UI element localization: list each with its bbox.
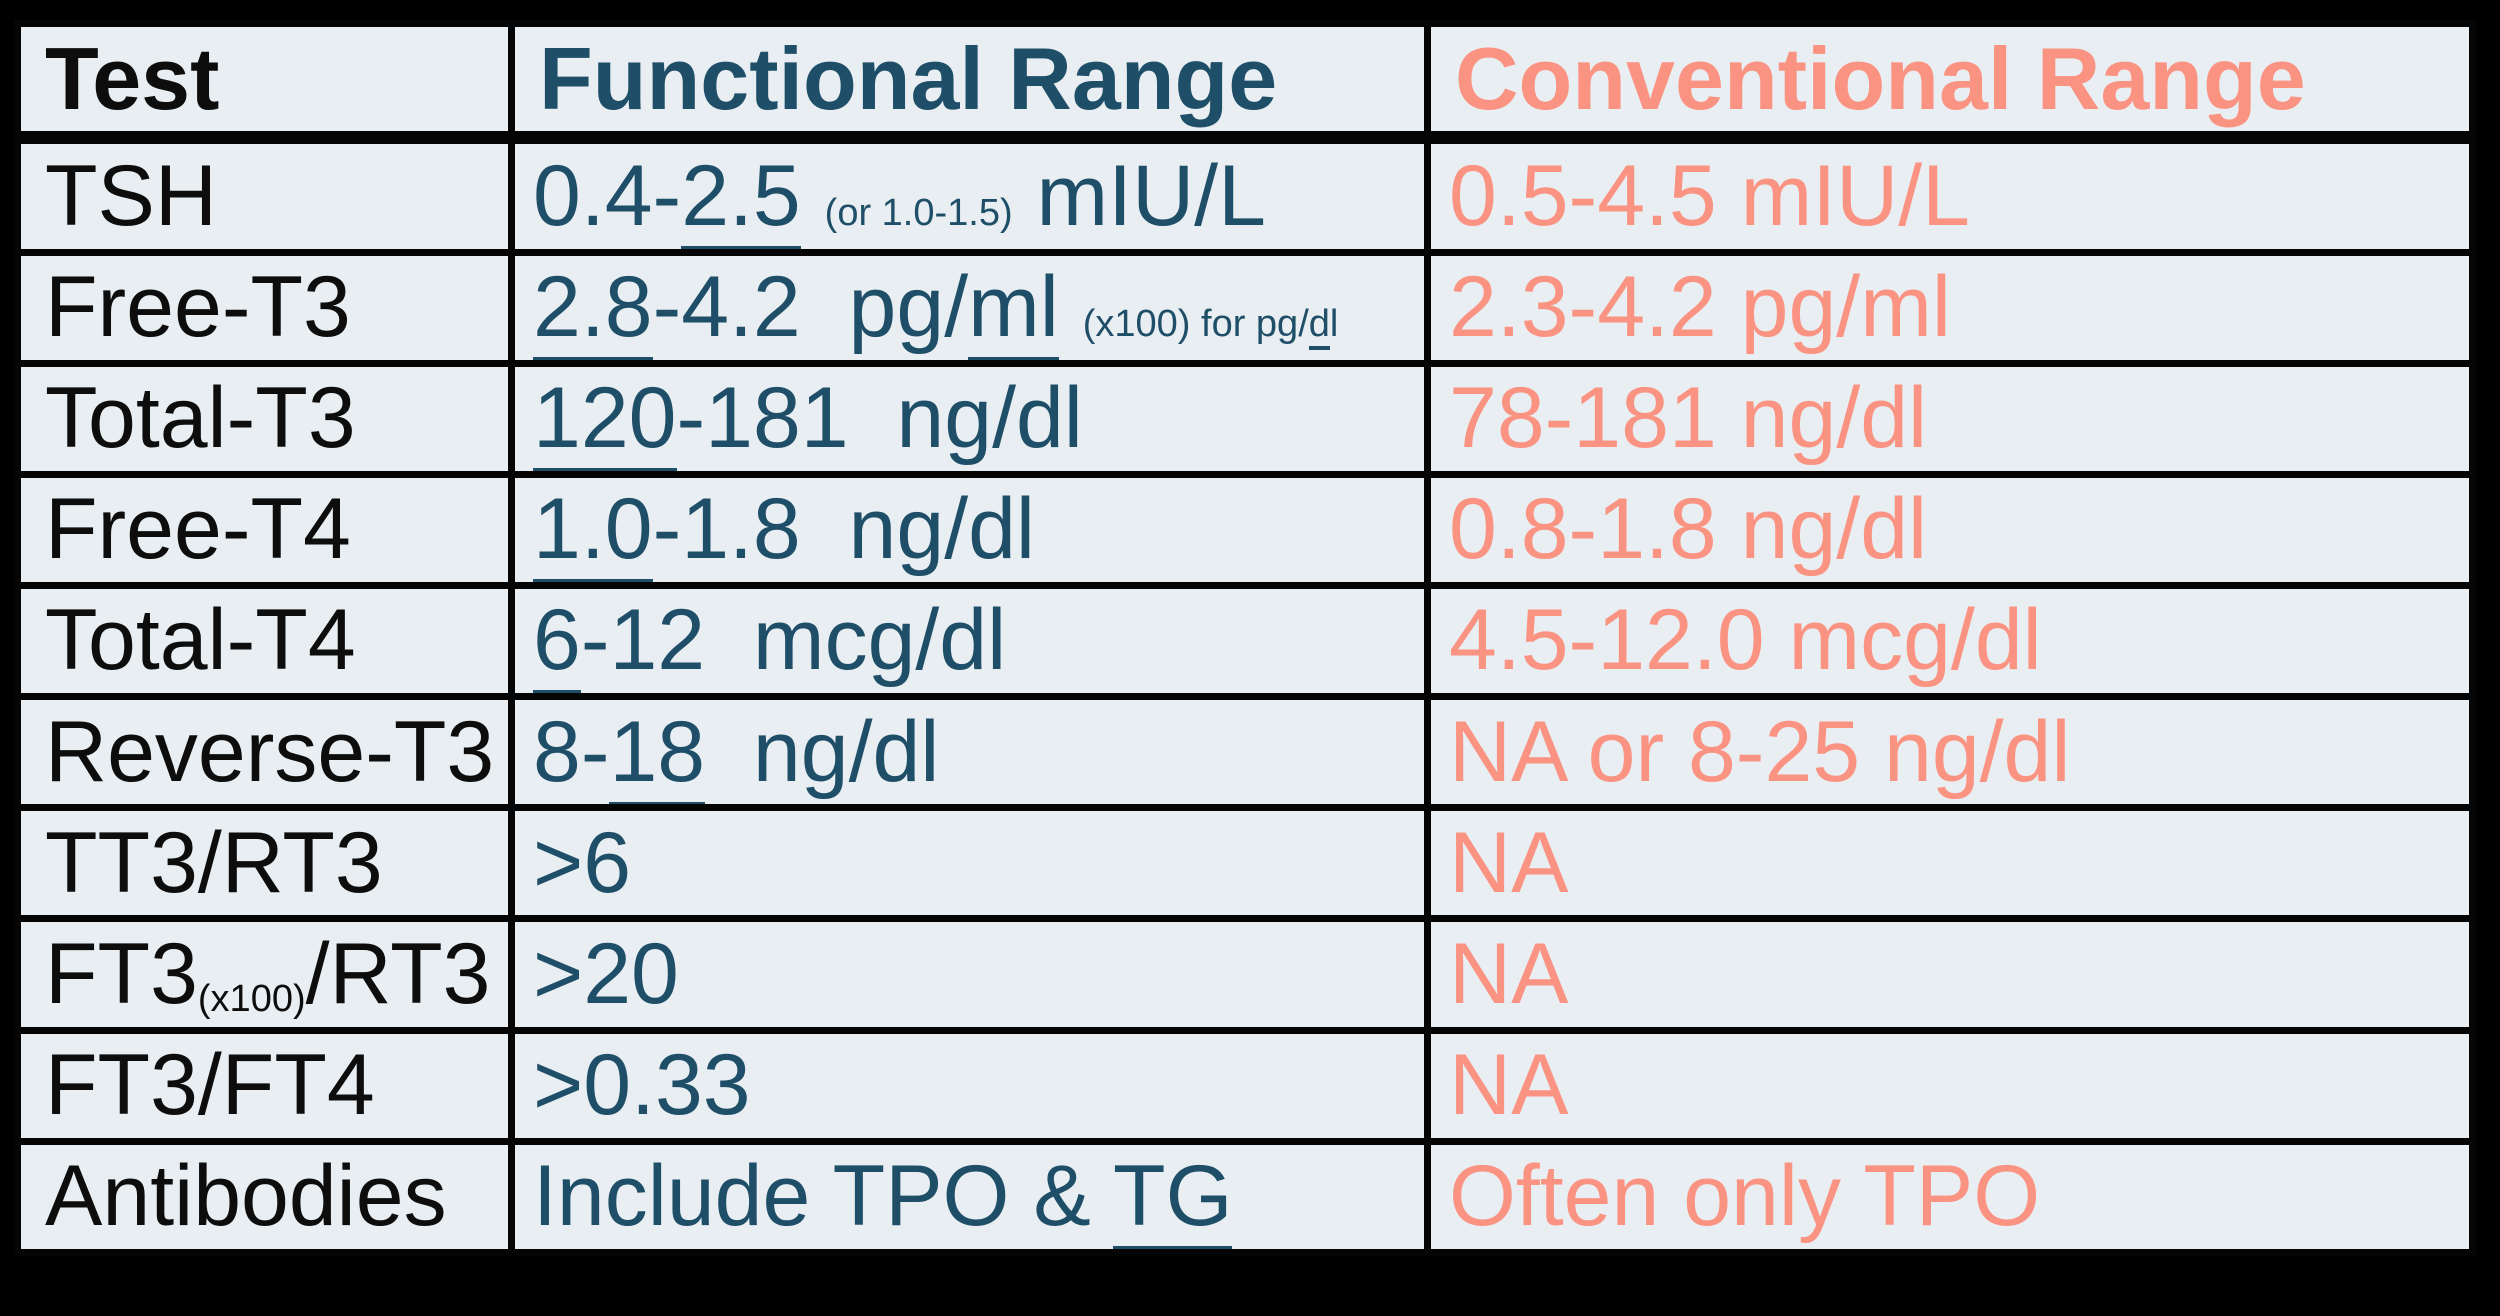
text-segment: FT3/FT4 [45, 1036, 375, 1133]
table-row: TT3/RT3 >6 NA [14, 804, 2476, 923]
text-segment: (x100) for pg/ [1082, 302, 1309, 345]
functional-cell: 6-12 mcg/dl [508, 582, 1431, 701]
text-segment: 0.5-4.5 mIU/L [1449, 147, 1970, 244]
text-segment: 120 [533, 370, 677, 468]
table-row: FT3(x100)/RT3 >20 NA [14, 915, 2476, 1034]
header-row: Test Functional Range Conventional Range [14, 20, 2476, 144]
text-segment: Include TPO & [533, 1148, 1114, 1245]
conventional-cell: NA or 8-25 ng/dl [1424, 693, 2476, 812]
table-row: TSH 0.4-2.5 (or 1.0-1.5) mIU/L 0.5-4.5 mIU… [14, 134, 2476, 256]
text-segment: ml [968, 259, 1059, 357]
table-row: Free-T3 2.8-4.2 pg/ml (x100) for pg/dl 2.3… [14, 248, 2476, 367]
table-row: Free-T4 1.0-1.8 ng/dl 0.8-1.8 ng/dl [14, 470, 2476, 590]
text-segment: 78-181 ng/dl [1449, 370, 1928, 467]
conventional-cell: 0.5-4.5 mIU/L [1424, 134, 2476, 256]
text-segment: >6 [533, 814, 632, 911]
table-row: Total-T4 6-12 mcg/dl 4.5-12.0 mcg/dl [14, 582, 2476, 701]
test-cell: FT3/FT4 [14, 1026, 515, 1145]
text-segment: mIU/L [1012, 147, 1266, 244]
text-segment: Free-T4 [45, 481, 351, 578]
text-segment: TG [1113, 1148, 1233, 1246]
functional-cell: 8-18 ng/dl [508, 693, 1431, 812]
text-segment: 18 [609, 703, 706, 801]
text-segment: (x100) [197, 977, 306, 1020]
functional-cell: >0.33 [508, 1026, 1431, 1145]
test-cell: Reverse-T3 [14, 693, 515, 812]
text-segment: >20 [533, 925, 679, 1022]
text-segment: /RT3 [305, 925, 491, 1022]
text-segment: >0.33 [533, 1036, 751, 1133]
text-segment: NA [1449, 925, 1569, 1022]
test-cell: TSH [14, 134, 515, 256]
conventional-cell: NA [1424, 804, 2476, 923]
col-header-test: Test [14, 20, 515, 144]
test-cell: FT3(x100)/RT3 [14, 915, 515, 1034]
col-header-conventional: Conventional Range [1424, 20, 2476, 144]
conventional-cell: 4.5-12.0 mcg/dl [1424, 582, 2476, 701]
text-segment: 8- [533, 703, 610, 800]
text-segment: NA or 8-25 ng/dl [1449, 703, 2071, 800]
functional-cell: >20 [508, 915, 1431, 1034]
col-header-functional: Functional Range [508, 20, 1431, 144]
text-segment: 4.5-12.0 mcg/dl [1449, 592, 2042, 689]
functional-cell: 120-181 ng/dl [508, 359, 1431, 478]
text-segment: ng/dl [705, 703, 940, 800]
text-segment: -1.8 ng/dl [652, 481, 1036, 578]
text-segment: 2.3-4.2 pg/ml [1449, 258, 1951, 355]
test-cell: Antibodies [14, 1137, 515, 1257]
test-cell: Total-T3 [14, 359, 515, 478]
conventional-cell: 2.3-4.2 pg/ml [1424, 248, 2476, 367]
functional-cell: 1.0-1.8 ng/dl [508, 470, 1431, 590]
text-segment: 2.5 [681, 147, 801, 246]
conventional-cell: 78-181 ng/dl [1424, 359, 2476, 478]
text-segment: TT3/RT3 [45, 814, 383, 911]
conventional-cell: Often only TPO [1424, 1137, 2476, 1257]
test-cell: TT3/RT3 [14, 804, 515, 923]
table-row: Total-T3 120-181 ng/dl 78-181 ng/dl [14, 359, 2476, 478]
conventional-cell: 0.8-1.8 ng/dl [1424, 470, 2476, 590]
text-segment: d [1308, 302, 1330, 350]
text-segment [1059, 259, 1083, 355]
text-segment: -12 mcg/dl [580, 592, 1007, 689]
text-segment: TSH [45, 147, 217, 244]
thyroid-lab-ranges-table: Test Functional Range Conventional Range… [14, 20, 2476, 1257]
text-segment: Reverse-T3 [45, 703, 495, 800]
text-segment: Often only TPO [1449, 1148, 2041, 1245]
functional-cell: >6 [508, 804, 1431, 923]
table-row: Antibodies Include TPO & TG Often only TPO [14, 1137, 2476, 1257]
text-segment: 0.8-1.8 ng/dl [1449, 481, 1928, 578]
table-body: TSH 0.4-2.5 (or 1.0-1.5) mIU/L 0.5-4.5 mIU… [14, 134, 2476, 1257]
text-segment: NA [1449, 814, 1569, 911]
text-segment: l [1329, 302, 1339, 345]
text-segment: -4.2 pg/ [652, 258, 969, 355]
functional-cell: Include TPO & TG [508, 1137, 1431, 1257]
test-cell: Total-T4 [14, 582, 515, 701]
text-segment: Free-T3 [45, 258, 351, 355]
table-row: FT3/FT4 >0.33 NA [14, 1026, 2476, 1145]
text-segment: NA [1449, 1036, 1569, 1133]
functional-cell: 0.4-2.5 (or 1.0-1.5) mIU/L [508, 134, 1431, 256]
text-segment: 1.0 [533, 481, 653, 579]
text-segment: Total-T4 [45, 592, 356, 689]
test-cell: Free-T4 [14, 470, 515, 590]
table-row: Reverse-T3 8-18 ng/dl NA or 8-25 ng/dl [14, 693, 2476, 812]
conventional-cell: NA [1424, 1026, 2476, 1145]
conventional-cell: NA [1424, 915, 2476, 1034]
text-segment: 2.8 [533, 259, 653, 357]
text-segment: Total-T3 [45, 370, 356, 467]
text-segment: Antibodies [45, 1148, 447, 1245]
text-segment: 0.4- [533, 147, 682, 244]
text-segment [801, 148, 825, 244]
test-cell: Free-T3 [14, 248, 515, 367]
functional-cell: 2.8-4.2 pg/ml (x100) for pg/dl [508, 248, 1431, 367]
text-segment: FT3 [45, 925, 198, 1022]
text-segment: -181 ng/dl [676, 370, 1083, 467]
text-segment: (or 1.0-1.5) [824, 191, 1013, 234]
text-segment: 6 [533, 592, 581, 690]
